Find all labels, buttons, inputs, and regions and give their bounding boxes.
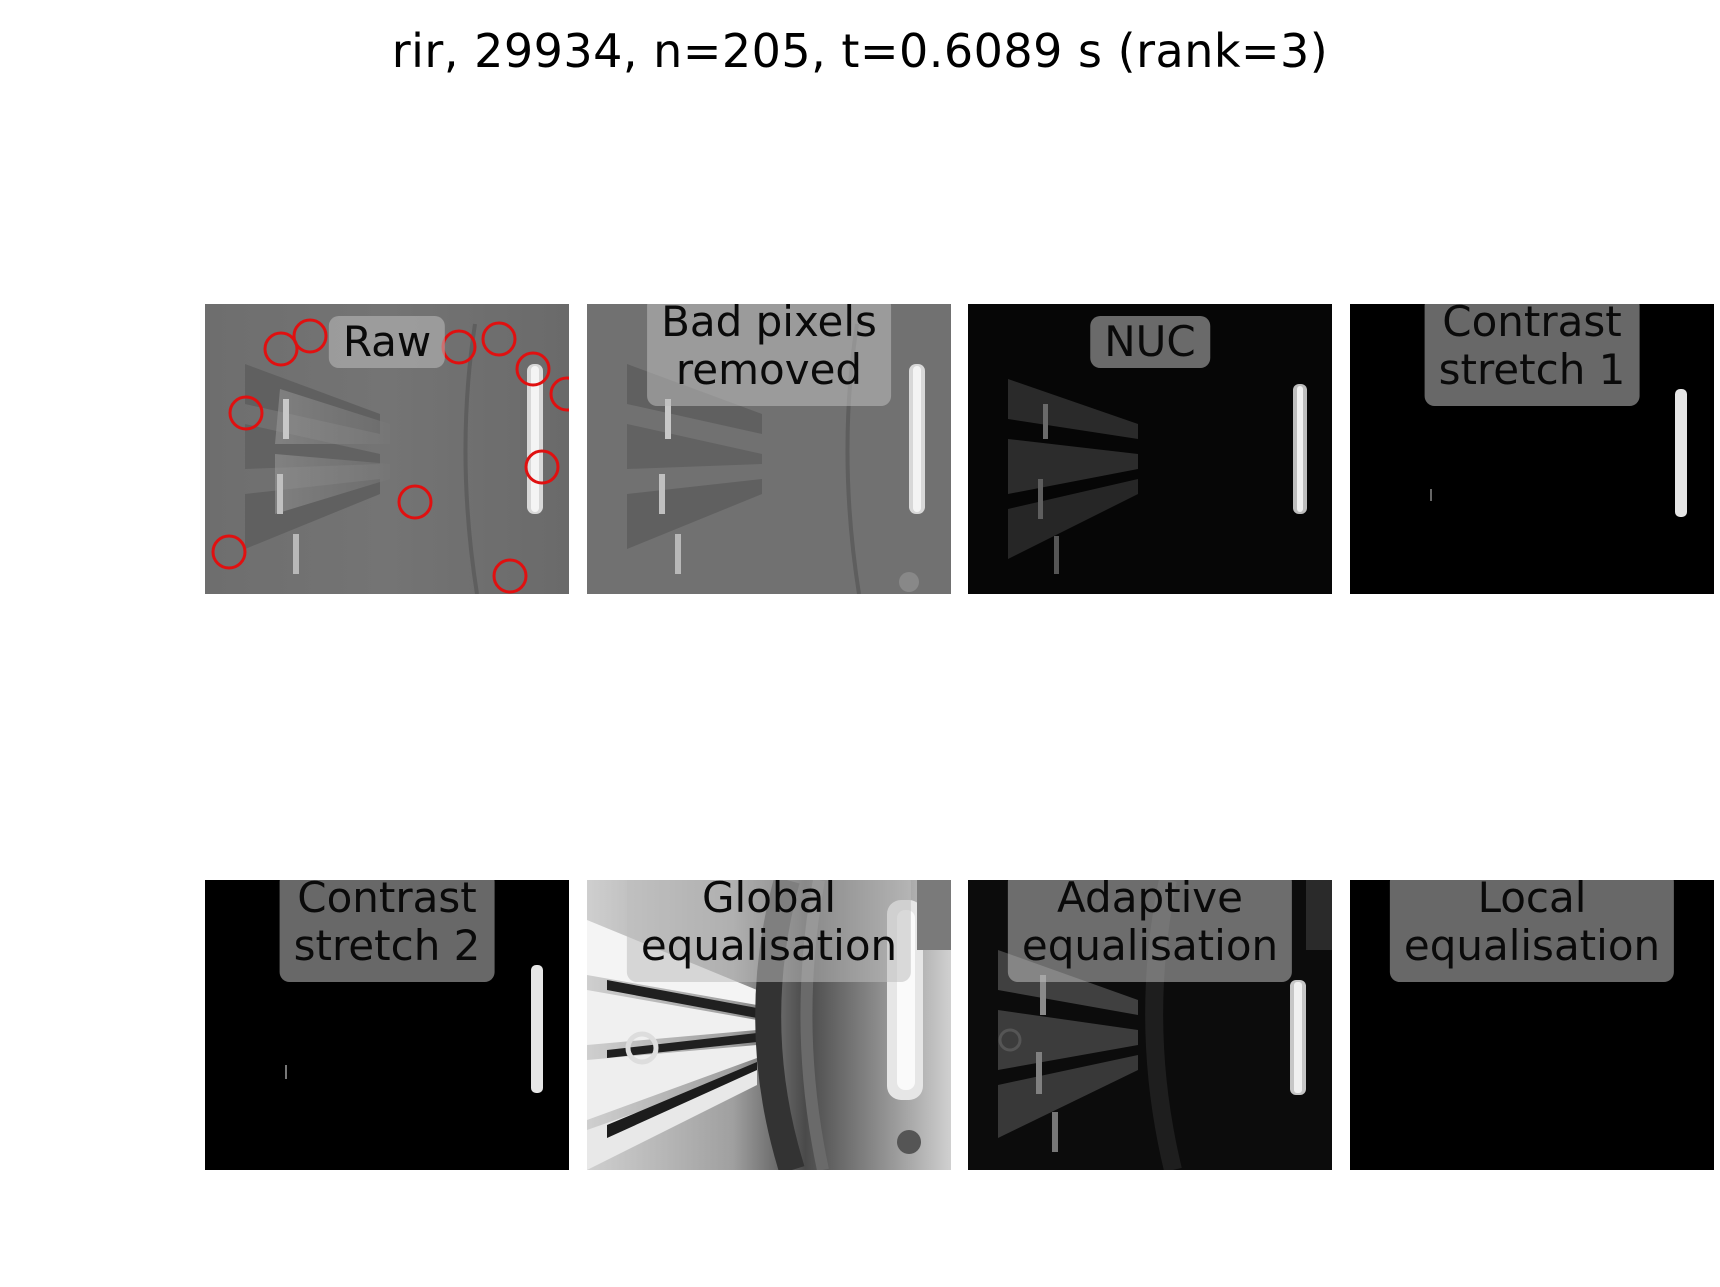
panel-label-line: NUC xyxy=(1104,317,1196,366)
panel-label-line: Bad pixels xyxy=(661,304,877,346)
panel-label-line: removed xyxy=(675,345,863,394)
panel-label-contrast-stretch-1: Contrast stretch 1 xyxy=(1424,304,1640,406)
panel-bad-pixels-removed: Bad pixels removed xyxy=(587,304,951,594)
panel-label-line: stretch 1 xyxy=(1438,345,1626,394)
figure-title: rir, 29934, n=205, t=0.6089 s (rank=3) xyxy=(391,24,1329,78)
panel-raw: Raw xyxy=(205,304,569,594)
panel-nuc: NUC xyxy=(968,304,1332,594)
panel-label-line: equalisation xyxy=(640,921,898,970)
panel-label-local-equalisation: Local equalisation xyxy=(1389,880,1675,982)
panel-label-line: Global xyxy=(702,880,836,922)
panel-contrast-stretch-2: Contrast stretch 2 xyxy=(205,880,569,1170)
panel-label-line: Local xyxy=(1477,880,1587,922)
panel-label-adaptive-equalisation: Adaptive equalisation xyxy=(1007,880,1293,982)
panel-label-line: Contrast xyxy=(1442,304,1622,346)
panel-label-line: Raw xyxy=(342,317,432,366)
panel-label-line: Contrast xyxy=(297,880,477,922)
panel-label-contrast-stretch-2: Contrast stretch 2 xyxy=(279,880,495,982)
panel-adaptive-equalisation: Adaptive equalisation xyxy=(968,880,1332,1170)
panel-label-line: Adaptive xyxy=(1057,880,1243,922)
panel-local-equalisation: Local equalisation xyxy=(1350,880,1714,1170)
panel-label-raw: Raw xyxy=(328,316,446,368)
panel-global-equalisation: Global equalisation xyxy=(587,880,951,1170)
panel-label-line: equalisation xyxy=(1021,921,1279,970)
panel-contrast-stretch-1: Contrast stretch 1 xyxy=(1350,304,1714,594)
panel-label-nuc: NUC xyxy=(1090,316,1210,368)
panel-label-global-equalisation: Global equalisation xyxy=(626,880,912,982)
panel-label-line: equalisation xyxy=(1403,921,1661,970)
panel-label-line: stretch 2 xyxy=(293,921,481,970)
panel-label-bad-pixels-removed: Bad pixels removed xyxy=(647,304,891,406)
